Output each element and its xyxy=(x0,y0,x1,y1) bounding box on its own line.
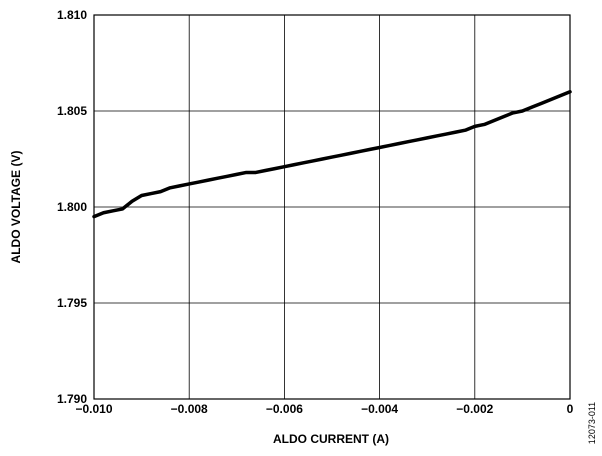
x-tick-label: −0.010 xyxy=(75,402,112,416)
series-layer xyxy=(92,90,572,219)
y-tick-label: 1.790 xyxy=(57,392,87,406)
figure-id: 12073-011 xyxy=(587,402,597,444)
plot-frame xyxy=(93,14,571,400)
grid-lines xyxy=(94,15,570,399)
y-tick-label: 1.795 xyxy=(57,296,87,310)
y-tick-label: 1.810 xyxy=(57,8,87,22)
series-line xyxy=(92,90,572,219)
x-tick-labels: −0.010 −0.008 −0.006 −0.004 −0.002 0 xyxy=(75,402,573,416)
x-tick-label: 0 xyxy=(567,402,574,416)
x-axis-title: ALDO CURRENT (A) xyxy=(273,432,389,446)
y-axis-title: ALDO VOLTAGE (V) xyxy=(9,151,23,264)
x-tick-label: −0.002 xyxy=(456,402,493,416)
y-tick-label: 1.805 xyxy=(57,104,87,118)
x-tick-label: −0.006 xyxy=(266,402,303,416)
x-tick-label: −0.004 xyxy=(361,402,398,416)
y-tick-labels: 1.790 1.795 1.800 1.805 1.810 xyxy=(57,8,87,406)
x-tick-label: −0.008 xyxy=(171,402,208,416)
y-tick-label: 1.800 xyxy=(57,200,87,214)
